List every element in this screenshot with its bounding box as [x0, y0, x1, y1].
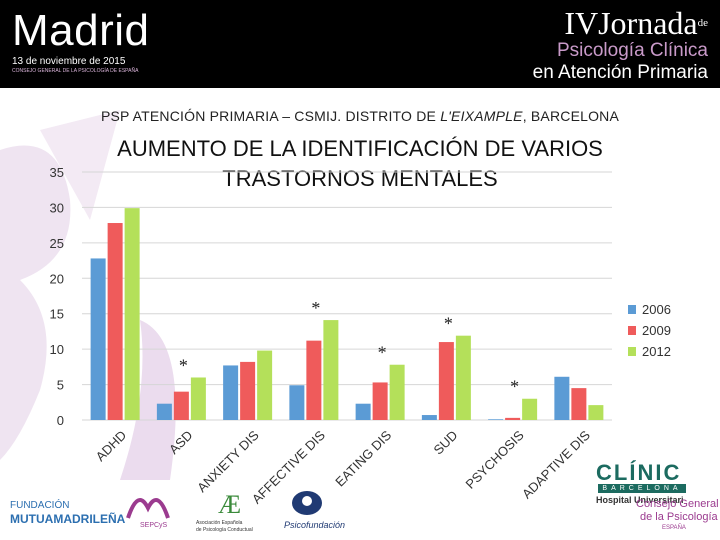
logo-aepc-line1: Asociación Española — [196, 520, 243, 526]
bar-2012 — [455, 335, 471, 420]
bar-2012 — [257, 350, 273, 420]
event-subtitle-2: en Atención Primaria — [532, 62, 708, 83]
madrid-block: Madrid 13 de noviembre de 2015 CONSEJO G… — [12, 8, 150, 75]
x-tick-label: ASD — [166, 428, 196, 458]
aepc-icon: Æ — [218, 490, 242, 519]
bar-2006 — [554, 376, 570, 420]
logo-cgp-line1: Consejo General — [636, 498, 719, 510]
bar-2009 — [107, 223, 123, 420]
y-tick-label: 20 — [50, 271, 64, 286]
bar-2009 — [438, 342, 454, 420]
bar-2012 — [190, 377, 206, 420]
sepcys-icon — [126, 498, 170, 519]
event-de: de — [697, 17, 708, 29]
sponsor-footer: FUNDACIÓN MUTUAMADRILEÑA SEPCyS Æ Asocia… — [0, 460, 720, 540]
y-tick-label: 25 — [50, 236, 64, 251]
chart-title-line-1: AUMENTO DE LA IDENTIFICACIÓN DE VARIOS — [117, 136, 603, 161]
bar-2009 — [306, 340, 322, 420]
bar-2006 — [421, 415, 437, 420]
bar-2009 — [571, 388, 587, 420]
study-header: PSP ATENCIÓN PRIMARIA – CSMIJ. DISTRITO … — [0, 108, 720, 124]
logo-cgp-line2: de la Psicología — [640, 511, 718, 523]
bar-2006 — [90, 258, 106, 420]
logo-clinic-line3: Hospital Universitari — [596, 495, 684, 505]
event-banner: Madrid 13 de noviembre de 2015 CONSEJO G… — [0, 0, 720, 88]
chart-title: AUMENTO DE LA IDENTIFICACIÓN DE VARIOS T… — [60, 134, 660, 194]
legend-swatch-2006 — [628, 305, 636, 314]
event-name: IVJornadade — [533, 6, 708, 40]
logo-aepc-line2: de Psicología Conductual — [196, 527, 253, 533]
bar-2012 — [323, 320, 339, 420]
event-date: 13 de noviembre de 2015 — [12, 56, 126, 67]
logo-sepcys: SEPCyS — [140, 522, 168, 529]
city-name: Madrid — [12, 6, 150, 55]
edition-number: IV — [564, 5, 599, 41]
legend-label: 2009 — [642, 323, 671, 338]
council-name: CONSEJO GENERAL DE LA PSICOLOGÍA DE ESPA… — [12, 68, 139, 74]
y-tick-label: 5 — [57, 378, 64, 393]
significance-marker: * — [311, 298, 320, 318]
significance-marker: * — [510, 377, 519, 397]
y-tick-label: 35 — [50, 165, 64, 180]
significance-marker: * — [378, 343, 387, 363]
header-district: L'EIXAMPLE — [440, 108, 523, 124]
y-tick-label: 30 — [50, 200, 64, 215]
significance-marker: * — [179, 355, 188, 375]
legend-label: 2006 — [642, 302, 671, 317]
bar-2009 — [372, 382, 388, 420]
logo-mutua-line1: FUNDACIÓN — [10, 500, 70, 511]
chart-title-line-2: TRASTORNOS MENTALES — [222, 166, 498, 191]
bar-2006 — [223, 365, 239, 420]
logo-cgp-line3: ESPAÑA — [662, 525, 686, 531]
x-tick-label: SUD — [430, 428, 460, 458]
logo-clinic-line1: CLÍNIC — [596, 460, 682, 485]
legend-label: 2012 — [642, 344, 671, 359]
y-tick-label: 10 — [50, 342, 64, 357]
header-suffix: , BARCELONA — [522, 108, 620, 124]
bar-2006 — [289, 385, 305, 420]
logo-psicofundacion: Psicofundación — [284, 520, 346, 530]
legend-swatch-2009 — [628, 326, 636, 335]
bar-2006 — [488, 419, 504, 420]
logo-clinic-line2: BARCELONA — [598, 484, 686, 493]
legend-swatch-2012 — [628, 347, 636, 356]
event-word: Jornada — [598, 5, 698, 41]
bar-2012 — [124, 208, 140, 420]
y-tick-label: 0 — [57, 413, 64, 428]
y-tick-label: 15 — [50, 307, 64, 322]
x-tick-label: ADHD — [93, 428, 130, 465]
event-subtitle-1: Psicología Clínica — [556, 40, 708, 61]
bar-2006 — [156, 403, 172, 420]
bar-2012 — [588, 405, 604, 420]
bar-2009 — [173, 391, 189, 420]
psicofundacion-icon — [292, 491, 322, 515]
bar-2006 — [355, 403, 371, 420]
bar-2009 — [505, 417, 521, 420]
logo-mutua-line2: MUTUAMADRILEÑA — [10, 512, 126, 526]
bar-2012 — [389, 364, 405, 420]
jornada-block: IVJornadade Psicología Clínica en Atenci… — [533, 6, 708, 84]
bar-2012 — [522, 398, 538, 420]
header-prefix: PSP ATENCIÓN PRIMARIA – CSMIJ. DISTRITO … — [100, 108, 441, 124]
watermark-decoration — [0, 110, 176, 480]
bar-2009 — [240, 361, 256, 420]
significance-marker: * — [444, 314, 453, 334]
